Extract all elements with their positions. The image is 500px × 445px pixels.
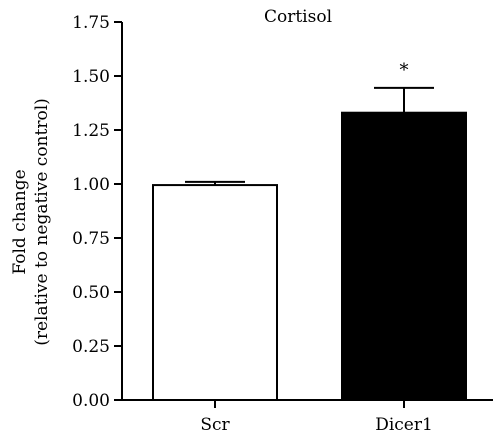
y-tick-label: 1.50 bbox=[72, 67, 110, 87]
y-tick-label: 0.75 bbox=[72, 229, 110, 249]
y-tick-label: 1.25 bbox=[72, 121, 110, 141]
significance-marker: * bbox=[400, 60, 409, 81]
y-axis-title: Fold change (relative to negative contro… bbox=[10, 98, 52, 346]
x-tick-label: Scr bbox=[200, 415, 230, 435]
x-axis: Scr Dicer1 bbox=[122, 399, 493, 435]
x-tick-label: Dicer1 bbox=[375, 415, 433, 435]
y-axis: 0.00 0.25 0.50 0.75 1.00 1.25 1.50 1.75 bbox=[72, 13, 123, 411]
bar-dicer1 bbox=[341, 111, 467, 401]
y-axis-title-sub: (relative to negative control) bbox=[32, 98, 52, 346]
bar-scr bbox=[152, 184, 278, 401]
y-tick-label: 0.25 bbox=[72, 337, 110, 357]
y-tick-label: 0.00 bbox=[72, 391, 110, 411]
chart-title: Cortisol bbox=[264, 7, 332, 27]
y-tick-label: 0.50 bbox=[72, 283, 110, 303]
bars: * bbox=[152, 60, 467, 401]
y-axis-title-main: Fold change bbox=[10, 169, 30, 274]
y-tick-label: 1.00 bbox=[72, 175, 110, 195]
y-tick-label: 1.75 bbox=[72, 13, 110, 33]
